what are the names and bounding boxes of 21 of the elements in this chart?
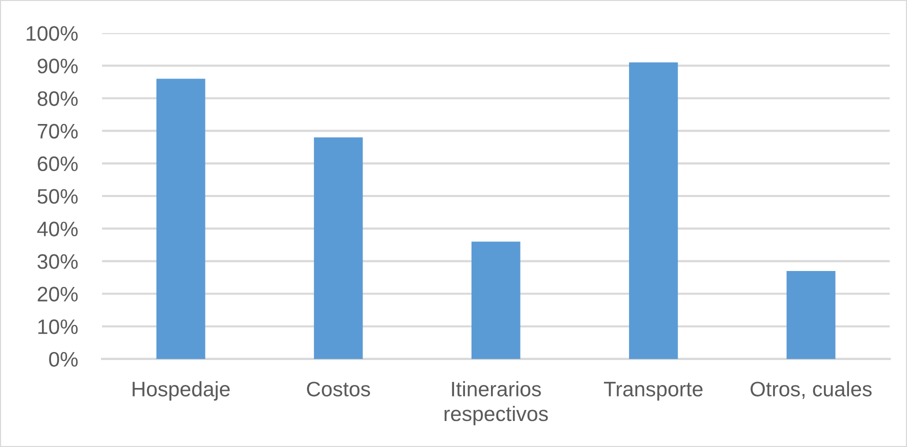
x-tick-label: Itinerarios respectivos xyxy=(444,381,548,426)
y-tick-label: 90% xyxy=(38,58,78,74)
y-tick-label: 100% xyxy=(26,26,78,41)
y-tick-label: 80% xyxy=(38,91,78,106)
x-tick-label: Costos xyxy=(306,382,370,396)
x-tick-label: Otros, cuales xyxy=(750,381,872,399)
y-tick-label: 30% xyxy=(38,254,78,269)
y-tick-label: 20% xyxy=(38,286,78,302)
bar xyxy=(629,62,678,359)
bar xyxy=(156,78,206,359)
bar xyxy=(786,270,836,359)
y-tick-label: 70% xyxy=(38,124,78,139)
bar xyxy=(471,242,520,359)
y-tick-label: 50% xyxy=(38,189,78,204)
y-tick-label: 0% xyxy=(49,352,78,367)
x-tick-label: Hospedaje xyxy=(132,381,230,401)
x-tick-label: Transporte xyxy=(604,382,703,401)
bar xyxy=(314,137,363,359)
y-tick-label: 60% xyxy=(38,156,78,172)
y-tick-label: 40% xyxy=(37,222,78,236)
y-tick-label: 10% xyxy=(38,319,78,334)
